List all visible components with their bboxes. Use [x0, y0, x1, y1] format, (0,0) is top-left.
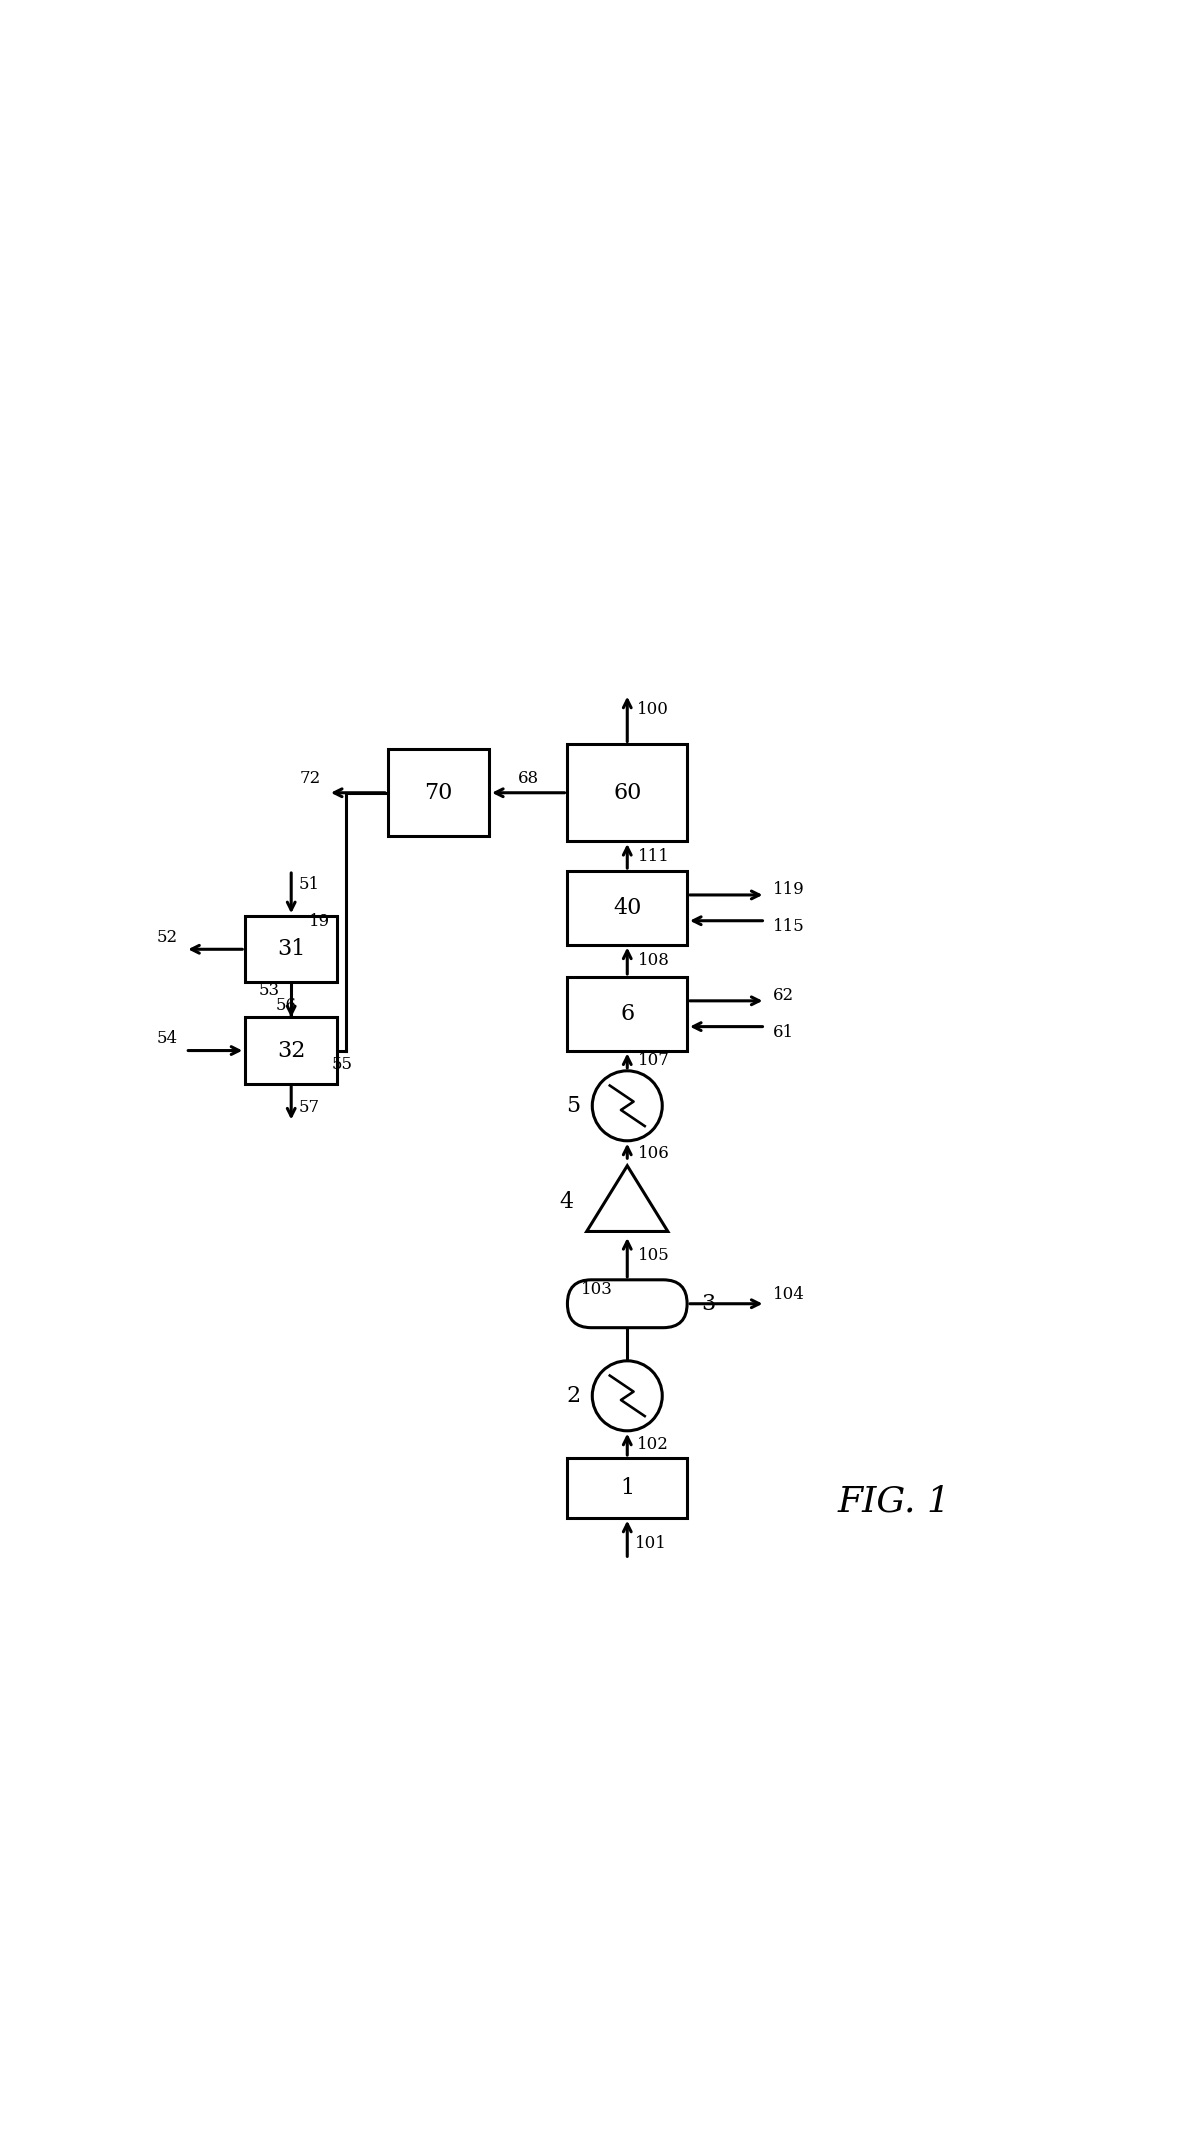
Polygon shape [587, 1166, 668, 1232]
Text: 102: 102 [637, 1437, 669, 1454]
Text: 106: 106 [638, 1144, 670, 1161]
Text: 54: 54 [157, 1029, 178, 1046]
Text: 57: 57 [298, 1100, 320, 1117]
Bar [568, 1458, 687, 1518]
Text: 61: 61 [772, 1023, 794, 1040]
Text: 19: 19 [309, 914, 330, 931]
Text: 51: 51 [298, 875, 320, 892]
Circle shape [593, 1072, 662, 1140]
Text: 40: 40 [613, 897, 642, 918]
Text: 107: 107 [638, 1053, 670, 1070]
Text: 104: 104 [772, 1285, 804, 1302]
Bar [568, 871, 687, 944]
FancyBboxPatch shape [568, 1279, 687, 1328]
Text: 52: 52 [157, 929, 178, 946]
Bar [387, 749, 489, 837]
Text: 60: 60 [613, 781, 642, 803]
Text: 55: 55 [331, 1057, 353, 1074]
Text: 32: 32 [277, 1040, 305, 1061]
Text: 31: 31 [277, 937, 305, 961]
Text: 53: 53 [259, 982, 280, 999]
Text: 5: 5 [567, 1095, 580, 1117]
Text: 72: 72 [299, 771, 321, 788]
Text: 119: 119 [772, 882, 804, 899]
Text: 111: 111 [638, 848, 670, 865]
Bar [568, 745, 687, 841]
Text: 100: 100 [637, 700, 669, 717]
Text: 70: 70 [424, 781, 453, 803]
Bar [245, 916, 337, 982]
Circle shape [593, 1360, 662, 1430]
Text: 6: 6 [620, 1003, 634, 1025]
Text: 3: 3 [701, 1294, 715, 1315]
Text: 115: 115 [772, 918, 804, 935]
Text: 105: 105 [638, 1247, 670, 1264]
Text: 101: 101 [634, 1535, 666, 1552]
Text: 4: 4 [560, 1191, 574, 1213]
Bar [568, 978, 687, 1050]
Text: 2: 2 [567, 1386, 580, 1407]
Bar [245, 1018, 337, 1085]
Text: 108: 108 [638, 952, 670, 969]
Text: 1: 1 [620, 1477, 634, 1499]
Text: 68: 68 [518, 769, 539, 786]
Text: 56: 56 [276, 997, 297, 1014]
Text: FIG. 1: FIG. 1 [838, 1484, 950, 1518]
Text: 103: 103 [581, 1281, 613, 1298]
Text: 62: 62 [772, 986, 794, 1003]
